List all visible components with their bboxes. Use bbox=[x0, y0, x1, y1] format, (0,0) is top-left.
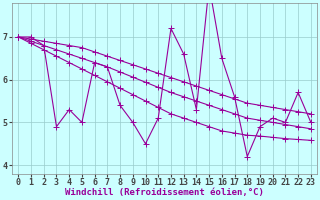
X-axis label: Windchill (Refroidissement éolien,°C): Windchill (Refroidissement éolien,°C) bbox=[65, 188, 264, 197]
